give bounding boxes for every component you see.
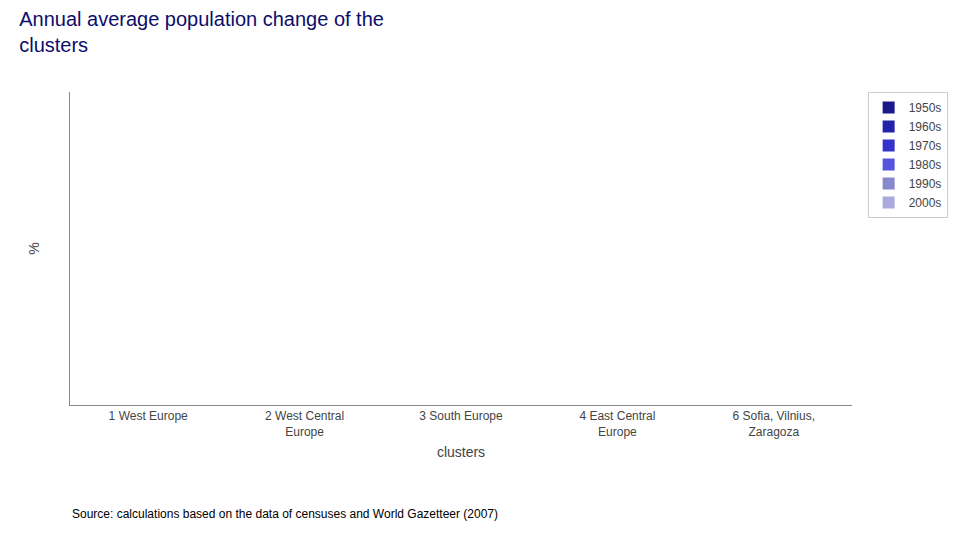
svg-text:3 South Europe: 3 South Europe bbox=[419, 409, 503, 423]
svg-text:1990s: 1990s bbox=[909, 177, 942, 191]
svg-text:6 Sofia, Vilnius,Zaragoza: 6 Sofia, Vilnius,Zaragoza bbox=[733, 409, 816, 439]
svg-text:2 West CentralEurope: 2 West CentralEurope bbox=[265, 409, 344, 439]
svg-text:clusters: clusters bbox=[437, 444, 485, 460]
svg-text:Source: calculations based on: Source: calculations based on the data o… bbox=[72, 507, 498, 521]
svg-text:4 East CentralEurope: 4 East CentralEurope bbox=[579, 409, 655, 439]
svg-text:1 West Europe: 1 West Europe bbox=[109, 409, 188, 423]
svg-text:2000s: 2000s bbox=[909, 196, 942, 210]
svg-text:1970s: 1970s bbox=[909, 139, 942, 153]
svg-text:1950s: 1950s bbox=[909, 101, 942, 115]
svg-text:%: % bbox=[26, 242, 42, 254]
svg-text:Annual average population chan: Annual average population change of thec… bbox=[19, 8, 384, 56]
svg-text:1960s: 1960s bbox=[909, 120, 942, 134]
svg-text:1980s: 1980s bbox=[909, 158, 942, 172]
